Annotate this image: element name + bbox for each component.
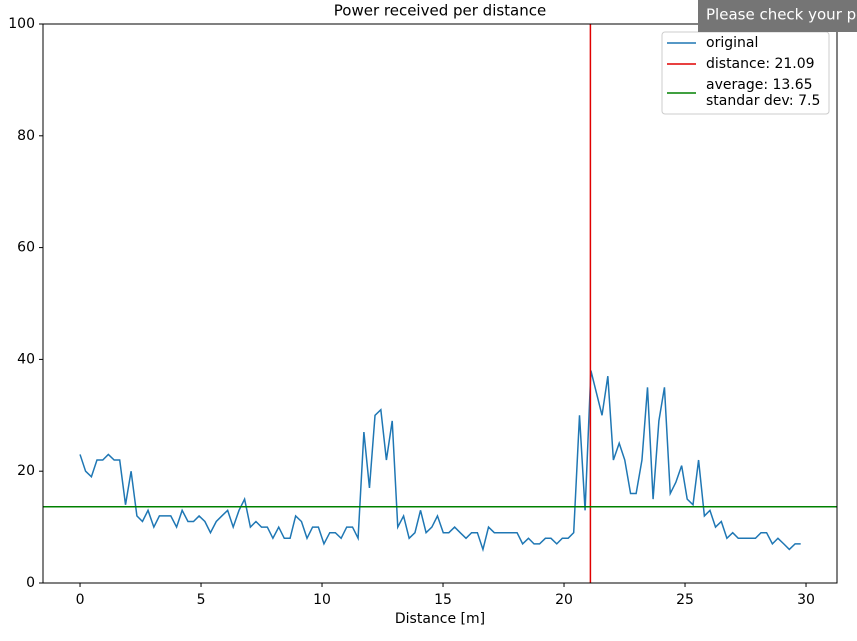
y-tick-label: 40: [17, 351, 35, 367]
y-tick-label: 80: [17, 128, 35, 144]
legend-label: original: [706, 35, 758, 51]
x-tick-label: 5: [197, 592, 206, 608]
toast-text: Please check your pov: [706, 6, 857, 24]
legend-label: average: 13.65: [706, 77, 813, 93]
plot-frame: [42, 23, 838, 584]
y-tick-label: 100: [8, 16, 35, 32]
data-line: [79, 370, 801, 553]
legend-label: distance: 21.09: [706, 56, 815, 72]
y-tick-label: 60: [17, 240, 35, 256]
x-axis-label: Distance [m]: [395, 611, 485, 627]
x-tick-label: 20: [555, 592, 573, 608]
y-tick-label: 20: [17, 463, 35, 479]
toast: [698, 0, 857, 32]
y-tick-label: 0: [26, 575, 35, 591]
legend-label: standar dev: 7.5: [706, 93, 820, 109]
x-tick-label: 10: [313, 592, 331, 608]
x-tick-label: 0: [76, 592, 85, 608]
chart-title: Power received per distance: [334, 2, 546, 20]
x-tick-label: 25: [676, 592, 694, 608]
x-tick-label: 15: [434, 592, 452, 608]
x-tick-label: 30: [797, 592, 815, 608]
